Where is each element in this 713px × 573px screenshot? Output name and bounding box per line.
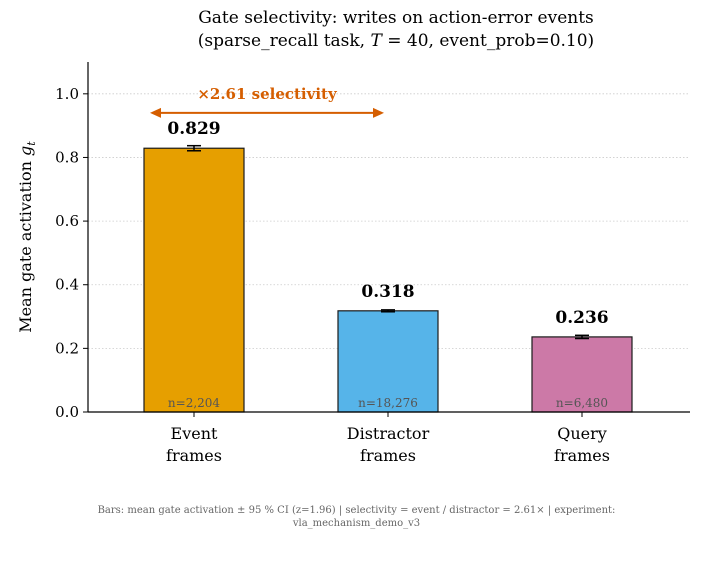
y-tick-label: 0.8 [55, 148, 79, 166]
bar [143, 147, 245, 413]
axes-group: 0.0 0.2 0.4 0.6 0.8 1.0 Event frames Distractor f… [55, 62, 690, 465]
bar-count-label: n=18,276 [358, 396, 418, 410]
bar-value-label: 0.318 [361, 282, 414, 302]
selectivity-arrow-head-right [373, 107, 384, 118]
y-axis-label: Mean gate activation gt [16, 141, 38, 333]
selectivity-annotation: ×2.61 selectivity [150, 85, 384, 118]
bar-count-label: n=2,204 [168, 396, 221, 410]
selectivity-arrow-head-left [150, 107, 161, 118]
y-tick-label: 0.2 [55, 339, 79, 357]
caption-line1: Bars: mean gate activation ± 95 % CI (z=… [97, 505, 616, 516]
labels-group: 0.829 n=2,204 0.318 n=18,276 0.236 n=6,480 [167, 119, 608, 410]
x-tick-label-line2: frames [166, 446, 222, 465]
x-tick-label-line1: Query [557, 424, 607, 443]
x-tick-label-line1: Distractor [347, 424, 430, 443]
caption-line2: vla_mechanism_demo_v3 [292, 518, 421, 529]
selectivity-annotation-text: ×2.61 selectivity [197, 85, 338, 103]
chart-title-line2: (sparse_recall task, T = 40, event_prob=… [198, 31, 594, 51]
x-tick-label-line2: frames [554, 446, 610, 465]
bar-count-label: n=6,480 [556, 396, 608, 410]
y-tick-label: 0.4 [55, 276, 79, 294]
bars-group [143, 144, 633, 413]
chart-canvas: 0.0 0.2 0.4 0.6 0.8 1.0 Event frames Distractor f… [16, 8, 690, 465]
bar-value-label: 0.829 [167, 119, 220, 139]
bar-value-label: 0.236 [555, 308, 608, 328]
x-tick-label-line2: frames [360, 446, 416, 465]
x-tick-label-line1: Event [171, 424, 218, 443]
figure-caption: Bars: mean gate activation ± 95 % CI (z=… [0, 504, 713, 530]
y-tick-label: 0.0 [55, 403, 79, 421]
chart-title-line1: Gate selectivity: writes on action-error… [198, 8, 594, 28]
y-tick-label: 0.6 [55, 212, 79, 230]
y-tick-label: 1.0 [55, 85, 79, 103]
